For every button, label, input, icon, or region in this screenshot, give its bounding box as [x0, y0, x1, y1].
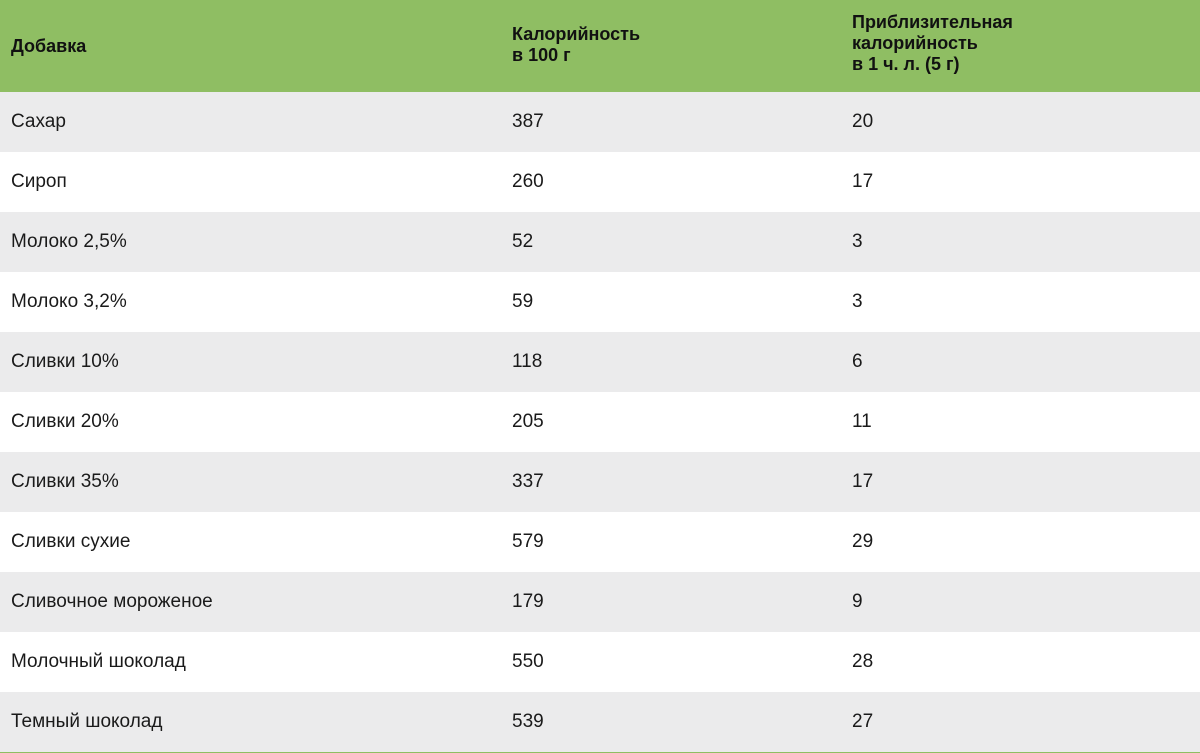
cell-calories-teaspoon: 29	[852, 531, 874, 553]
cell-additive: Сахар	[11, 111, 66, 133]
cell-additive: Сливочное мороженое	[11, 591, 213, 613]
table-row: Молочный шоколад 550 28	[0, 632, 1200, 692]
table-row: Сливочное мороженое 179 9	[0, 572, 1200, 632]
cell-additive: Молоко 2,5%	[11, 231, 127, 253]
header-calories-per-teaspoon: Приблизительная калорийность в 1 ч. л. (…	[852, 12, 1013, 74]
cell-calories-100g: 337	[512, 471, 544, 493]
cell-additive: Молочный шоколад	[11, 651, 186, 673]
cell-calories-teaspoon: 9	[852, 591, 863, 613]
cell-calories-100g: 205	[512, 411, 544, 433]
cell-calories-teaspoon: 28	[852, 651, 874, 673]
cell-calories-100g: 179	[512, 591, 544, 613]
cell-calories-teaspoon: 3	[852, 231, 863, 253]
cell-calories-teaspoon: 11	[852, 411, 872, 433]
cell-calories-100g: 118	[512, 351, 543, 373]
header-calories-per-100g: Калорийность в 100 г	[512, 24, 641, 65]
cell-calories-100g: 260	[512, 171, 544, 193]
cell-calories-100g: 539	[512, 711, 544, 733]
cell-calories-100g: 52	[512, 231, 534, 253]
cell-additive: Сливки 35%	[11, 471, 119, 493]
table-row: Сливки 35% 337 17	[0, 452, 1200, 512]
cell-additive: Сливки 10%	[11, 351, 119, 373]
table-row: Молоко 3,2% 59 3	[0, 272, 1200, 332]
table-row: Сливки сухие 579 29	[0, 512, 1200, 572]
table-row: Темный шоколад 539 27	[0, 692, 1200, 752]
cell-calories-teaspoon: 3	[852, 291, 863, 313]
table-header-row: Добавка Калорийность в 100 г Приблизител…	[0, 0, 1200, 92]
table-row: Сливки 10% 118 6	[0, 332, 1200, 392]
cell-additive: Сироп	[11, 171, 67, 193]
cell-calories-100g: 387	[512, 111, 544, 133]
cell-calories-teaspoon: 17	[852, 471, 874, 493]
cell-calories-teaspoon: 6	[852, 351, 863, 373]
cell-additive: Молоко 3,2%	[11, 291, 127, 313]
cell-calories-teaspoon: 27	[852, 711, 874, 733]
table-row: Сахар 387 20	[0, 92, 1200, 152]
cell-calories-100g: 579	[512, 531, 544, 553]
cell-calories-teaspoon: 17	[852, 171, 874, 193]
header-additive: Добавка	[11, 35, 87, 56]
cell-calories-100g: 59	[512, 291, 534, 313]
cell-additive: Сливки сухие	[11, 531, 131, 553]
cell-calories-teaspoon: 20	[852, 111, 874, 133]
cell-calories-100g: 550	[512, 651, 544, 673]
cell-additive: Темный шоколад	[11, 711, 163, 733]
table-row: Сироп 260 17	[0, 152, 1200, 212]
table-row: Сливки 20% 205 11	[0, 392, 1200, 452]
table-row: Молоко 2,5% 52 3	[0, 212, 1200, 272]
cell-additive: Сливки 20%	[11, 411, 119, 433]
